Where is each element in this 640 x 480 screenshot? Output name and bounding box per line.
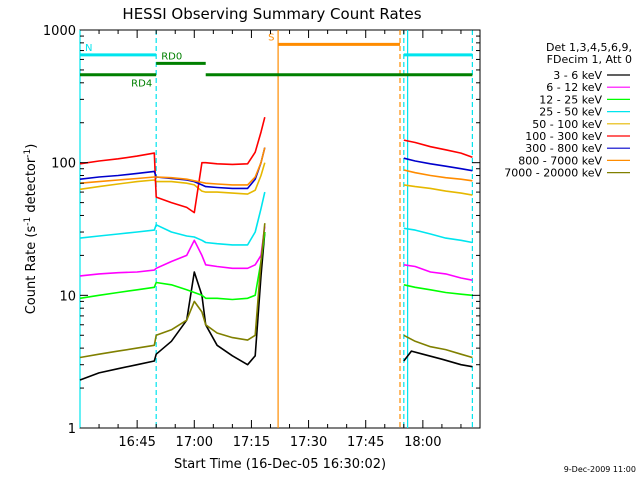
y-axis-label-mid: detector	[24, 157, 39, 217]
y-tick-label-3: 1000	[43, 24, 76, 39]
x-tick-label-4: 17:45	[347, 435, 384, 450]
series-line-2	[79, 231, 473, 301]
legend-label-0: 3 - 6 keV	[553, 69, 602, 82]
y-axis-label-end: )	[24, 144, 39, 149]
legend-label-4: 50 - 100 keV	[532, 118, 602, 131]
flag-n-label: N	[85, 43, 92, 54]
y-tick-label-0: 1	[68, 422, 76, 437]
series-line-6	[79, 147, 473, 190]
legend-label-5: 100 - 300 keV	[525, 130, 602, 143]
y-tick-label-1: 10	[59, 289, 76, 304]
flag-rd4-label: RD4	[131, 79, 152, 90]
flag-rd0-label: RD0	[161, 51, 182, 62]
series-line-3	[79, 191, 473, 246]
timestamp: 9-Dec-2009 11:00	[564, 465, 636, 474]
series-line-4	[79, 162, 473, 196]
x-axis-label: Start Time (16-Dec-05 16:30:02)	[174, 457, 386, 472]
chart-title: HESSI Observing Summary Count Rates	[122, 5, 421, 23]
y-axis-label: Count Rate (s-1 detector-1)	[23, 144, 39, 315]
legend-label-2: 12 - 25 keV	[539, 93, 602, 106]
series-group	[79, 117, 473, 381]
y-tick-label-2: 100	[51, 157, 76, 172]
legend-header-line-1: Det 1,3,4,5,6,9,	[546, 41, 632, 54]
x-tick-label-5: 18:00	[404, 435, 441, 450]
series-line-7	[79, 147, 473, 186]
state-flags: N RD0 RD4 S	[80, 32, 473, 90]
x-tick-label-3: 17:30	[290, 435, 327, 450]
legend-header-line-2: FDecim 1, Att 0	[547, 53, 632, 66]
legend-label-6: 300 - 800 keV	[525, 142, 602, 155]
x-tick-label-1: 17:00	[176, 435, 213, 450]
legend-label-7: 800 - 7000 keV	[518, 154, 602, 167]
series-line-8	[79, 223, 473, 359]
y-axis-label-sup1: -1	[23, 217, 33, 226]
x-axis: 16:45 17:00 17:15 17:30 17:45 18:00	[98, 30, 462, 450]
y-axis: 1 10 100 1000	[43, 24, 480, 437]
x-tick-label-0: 16:45	[118, 435, 155, 450]
flag-s-label: S	[268, 32, 274, 43]
legend: Det 1,3,4,5,6,9, FDecim 1, Att 0 3 - 6 k…	[504, 41, 632, 180]
legend-label-1: 6 - 12 keV	[546, 81, 602, 94]
x-tick-label-2: 17:15	[233, 435, 270, 450]
vertical-markers	[79, 30, 473, 428]
legend-label-8: 7000 - 20000 keV	[504, 167, 602, 180]
y-axis-label-start: Count Rate (s	[24, 226, 39, 315]
series-line-1	[79, 226, 473, 281]
series-line-5	[79, 117, 473, 214]
series-line-0	[79, 231, 473, 381]
y-axis-label-sup2: -1	[23, 149, 33, 158]
legend-label-3: 25 - 50 keV	[539, 106, 602, 119]
